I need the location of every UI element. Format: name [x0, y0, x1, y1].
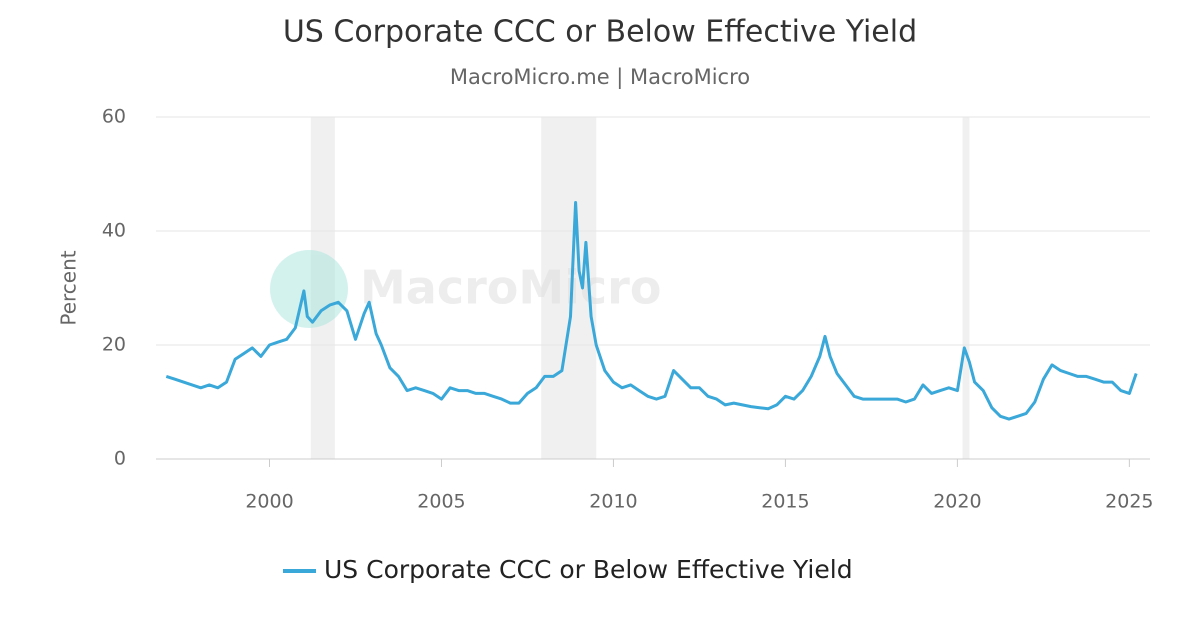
- x-tick-label: 2000: [245, 491, 293, 513]
- x-tick-label: 2020: [933, 491, 981, 513]
- recession-band: [962, 117, 970, 459]
- y-tick-label: 60: [102, 106, 126, 128]
- y-tick-label: 0: [114, 448, 126, 470]
- y-tick-label: 20: [102, 334, 126, 356]
- series-line: [165, 201, 1138, 421]
- recession-band: [541, 117, 597, 459]
- watermark-text: MacroMicro: [360, 261, 661, 315]
- chart-subtitle: MacroMicro.me | MacroMicro: [450, 65, 750, 90]
- watermark: MacroMicro: [270, 250, 661, 328]
- y-axis-label: Percent: [57, 250, 81, 325]
- x-tick-label: 2005: [417, 491, 465, 513]
- x-tick-label: 2015: [761, 491, 809, 513]
- x-tick-label: 2025: [1105, 491, 1153, 513]
- watermark-logo: [270, 250, 348, 328]
- legend-label: US Corporate CCC or Below Effective Yiel…: [324, 555, 853, 584]
- chart-title: US Corporate CCC or Below Effective Yiel…: [283, 15, 917, 50]
- y-tick-label: 40: [102, 220, 126, 242]
- x-tick-label: 2010: [589, 491, 637, 513]
